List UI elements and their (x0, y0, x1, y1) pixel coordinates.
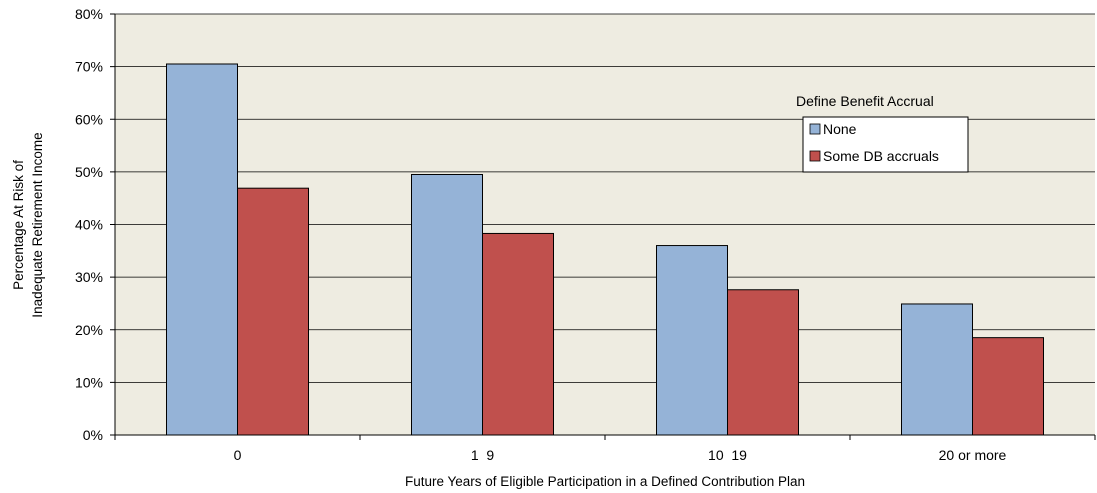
y-tick-label-60: 60% (75, 111, 103, 127)
y-tick-label-80: 80% (75, 6, 103, 22)
bar-some-db-accruals-3 (972, 337, 1044, 436)
bar-some-db-accruals-1 (482, 232, 554, 436)
y-axis-title-line-1: Percentage At Risk of (11, 160, 26, 290)
legend-label-some-db-accruals: Some DB accruals (823, 148, 939, 164)
bar-none-0 (166, 63, 238, 436)
legend-box (802, 116, 969, 173)
x-tick-label-0: 0 (234, 447, 242, 463)
x-tick-labels: 0 1 9 10 19 20 or more (234, 447, 1007, 463)
bars (166, 63, 1044, 436)
bar-some-db-accruals-2 (727, 289, 799, 436)
legend-label-none: None (823, 121, 857, 137)
bar-some-db-accruals-0 (237, 187, 309, 436)
x-tick-label-3: 20 or more (939, 447, 1007, 463)
x-tick-label-2: 10 19 (708, 447, 747, 463)
axes (114, 14, 1095, 436)
y-tick-label-20: 20% (75, 322, 103, 338)
y-tick-label-70: 70% (75, 59, 103, 75)
x-tick-label-1: 1 9 (471, 447, 495, 463)
bar-none-3 (901, 303, 973, 436)
bar-none-2 (656, 245, 728, 436)
y-tick-labels: 0% 10% 20% 30% 40% 50% 60% 70% 80% (75, 6, 103, 443)
legend-swatch-some-db-accruals (809, 150, 821, 162)
y-tick-label-0: 0% (83, 427, 103, 443)
y-tick-label-30: 30% (75, 269, 103, 285)
y-tick-label-50: 50% (75, 164, 103, 180)
x-axis-title: Future Years of Eligible Participation i… (405, 474, 805, 489)
bar-none-1 (411, 174, 483, 436)
legend-title: Define Benefit Accrual (796, 93, 934, 109)
y-axis-title-line-2: Inadequate Retirement Income (30, 132, 45, 317)
legend: Define Benefit Accrual None Some DB accr… (796, 93, 969, 173)
legend-swatch-none (809, 123, 821, 135)
y-tick-label-10: 10% (75, 374, 103, 390)
y-tick-label-40: 40% (75, 217, 103, 233)
y-axis-title: Percentage At Risk of Inadequate Retirem… (11, 132, 45, 317)
